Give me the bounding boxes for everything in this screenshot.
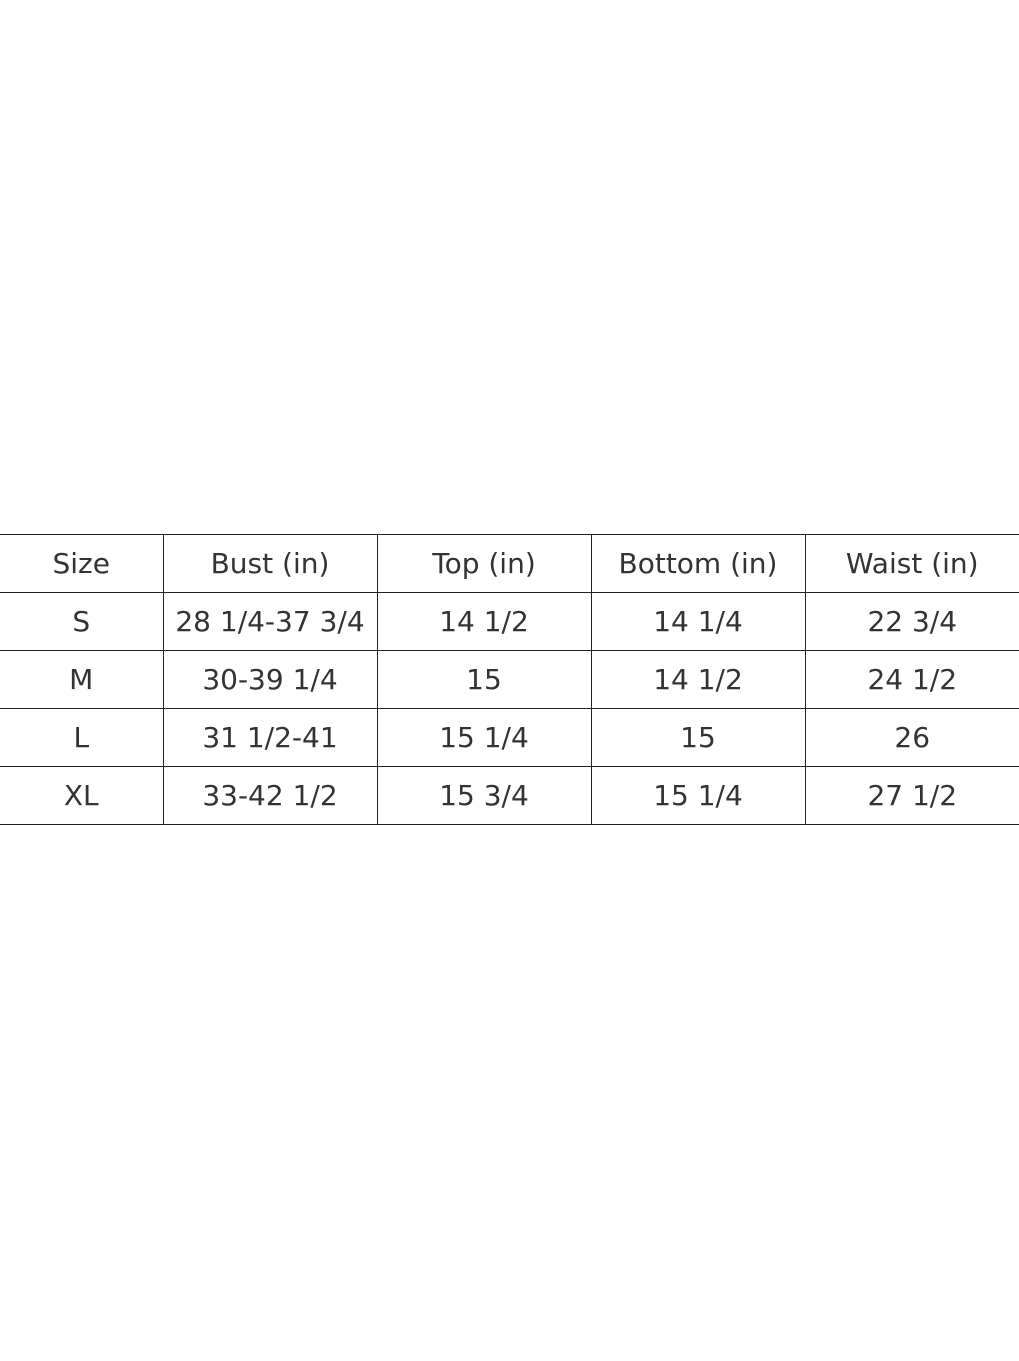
table-header-row: Size Bust (in) Top (in) Bottom (in) Wais… bbox=[0, 534, 1019, 593]
header-top: Top (in) bbox=[376, 534, 592, 593]
cell-bust: 28 1/4-37 3/4 bbox=[162, 592, 378, 651]
header-size: Size bbox=[0, 534, 164, 593]
cell-size: M bbox=[0, 650, 164, 709]
header-bust: Bust (in) bbox=[162, 534, 378, 593]
cell-bust: 30-39 1/4 bbox=[162, 650, 378, 709]
cell-size: XL bbox=[0, 766, 164, 825]
cell-waist: 26 bbox=[804, 708, 1019, 767]
cell-top: 14 1/2 bbox=[376, 592, 592, 651]
cell-top: 15 3/4 bbox=[376, 766, 592, 825]
cell-top: 15 1/4 bbox=[376, 708, 592, 767]
cell-bottom: 15 bbox=[590, 708, 806, 767]
table-row: L 31 1/2-41 15 1/4 15 26 bbox=[0, 708, 1019, 767]
cell-bottom: 14 1/4 bbox=[590, 592, 806, 651]
size-chart-table: Size Bust (in) Top (in) Bottom (in) Wais… bbox=[0, 534, 1019, 825]
cell-top: 15 bbox=[376, 650, 592, 709]
cell-size: S bbox=[0, 592, 164, 651]
table-row: XL 33-42 1/2 15 3/4 15 1/4 27 1/2 bbox=[0, 766, 1019, 825]
cell-size: L bbox=[0, 708, 164, 767]
cell-bottom: 15 1/4 bbox=[590, 766, 806, 825]
header-waist: Waist (in) bbox=[804, 534, 1019, 593]
cell-waist: 24 1/2 bbox=[804, 650, 1019, 709]
table-row: M 30-39 1/4 15 14 1/2 24 1/2 bbox=[0, 650, 1019, 709]
cell-bottom: 14 1/2 bbox=[590, 650, 806, 709]
table-row: S 28 1/4-37 3/4 14 1/2 14 1/4 22 3/4 bbox=[0, 592, 1019, 651]
header-bottom: Bottom (in) bbox=[590, 534, 806, 593]
cell-bust: 33-42 1/2 bbox=[162, 766, 378, 825]
cell-waist: 22 3/4 bbox=[804, 592, 1019, 651]
cell-bust: 31 1/2-41 bbox=[162, 708, 378, 767]
cell-waist: 27 1/2 bbox=[804, 766, 1019, 825]
